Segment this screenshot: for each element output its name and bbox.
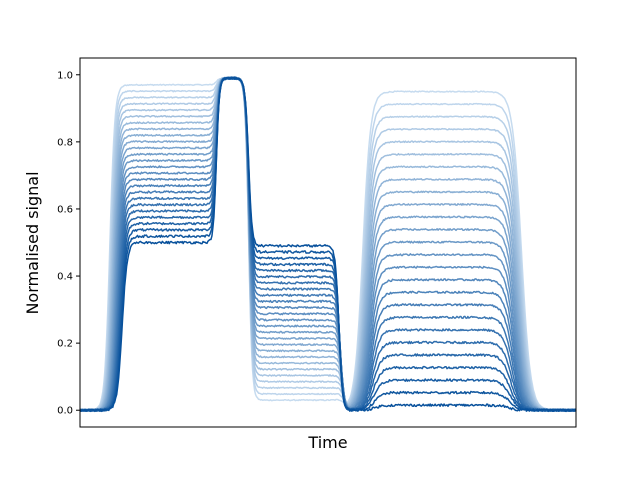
y-axis: 0.0 0.2 0.4 0.6 0.8 1.0 <box>57 70 80 417</box>
plot-area <box>80 58 576 427</box>
x-axis-label: Time <box>307 433 347 452</box>
series-line <box>79 76 577 412</box>
series-line <box>79 76 577 412</box>
series-line <box>79 76 577 412</box>
series-line <box>79 76 577 412</box>
series-line <box>79 76 577 412</box>
series-line <box>79 76 577 412</box>
series-line <box>79 77 577 412</box>
series-line <box>79 76 577 412</box>
series-line <box>79 76 577 413</box>
series-line <box>79 76 577 412</box>
series-line <box>79 76 577 413</box>
series-line <box>79 76 577 412</box>
y-axis-label: Normalised signal <box>23 171 42 314</box>
y-tick-label: 1.0 <box>57 70 73 81</box>
series-line <box>79 76 577 412</box>
series-line <box>79 76 577 412</box>
series-line <box>79 76 577 412</box>
series-line <box>79 76 577 412</box>
series-line <box>79 76 577 412</box>
y-tick-label: 0.4 <box>57 272 73 283</box>
y-tick-label: 0.0 <box>57 406 73 417</box>
series-line <box>79 76 577 412</box>
series-line <box>79 76 577 412</box>
y-tick-label: 0.6 <box>57 204 73 215</box>
series-line <box>79 76 577 412</box>
y-tick-label: 0.2 <box>57 339 73 350</box>
series-group <box>79 76 577 413</box>
plot-frame <box>79 57 577 428</box>
series-line <box>79 76 577 412</box>
series-line <box>79 76 577 413</box>
y-tick-label: 0.8 <box>57 137 73 148</box>
series-line <box>79 76 577 412</box>
series-line <box>79 76 577 413</box>
series-line <box>79 76 577 413</box>
series-line <box>79 76 577 412</box>
